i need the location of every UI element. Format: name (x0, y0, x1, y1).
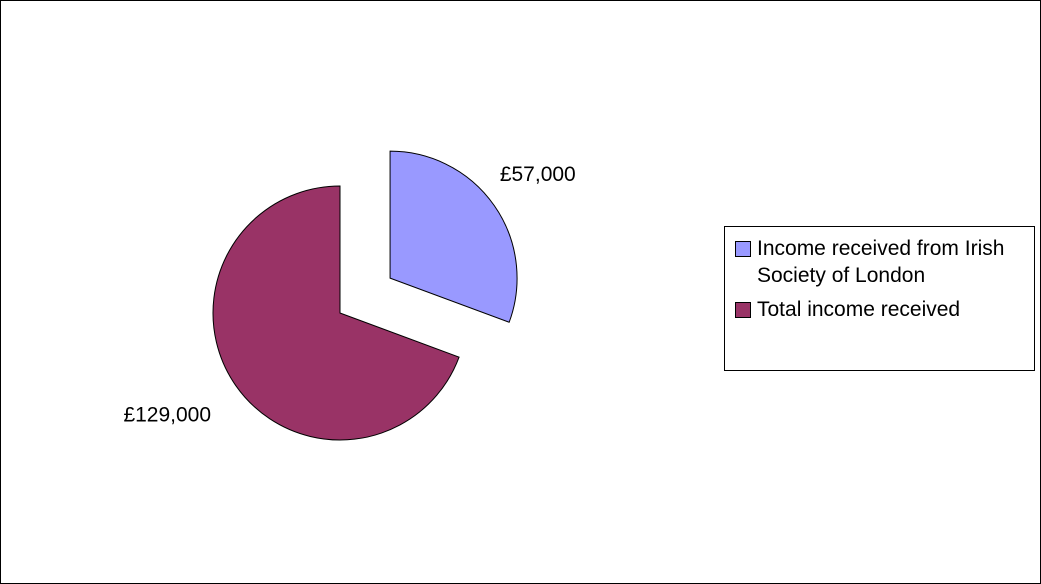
pie-slice (389, 150, 518, 323)
pie-slice (212, 185, 460, 441)
legend-swatch (735, 301, 751, 318)
legend-label: Total income received (757, 297, 961, 321)
data-label: £57,000 (500, 163, 576, 186)
legend-label: Income received from Irish Society of Lo… (757, 237, 1005, 288)
data-label: £129,000 (123, 403, 211, 426)
legend: Income received from Irish Society of Lo… (724, 226, 1035, 371)
legend-item: Income received from Irish Society of Lo… (735, 235, 1034, 290)
legend-item: Total income received (735, 296, 1034, 323)
legend-swatch (735, 241, 751, 257)
